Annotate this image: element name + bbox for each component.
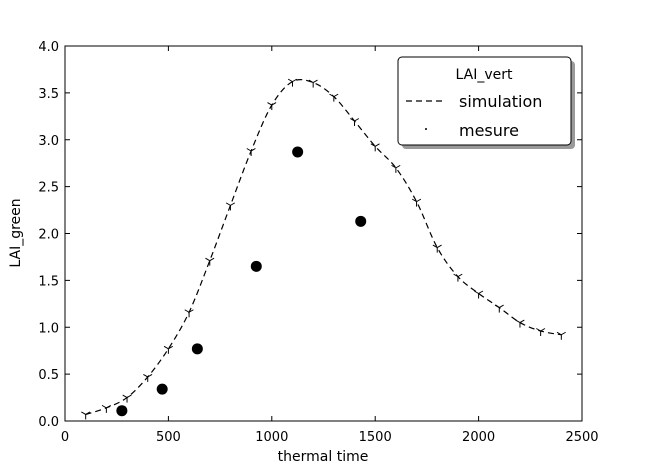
plot-frame <box>64 45 583 422</box>
simulation-marker <box>349 118 360 126</box>
y-axis-label: LAI_green <box>8 198 24 267</box>
simulation-marker <box>370 143 380 152</box>
x-axis-label: thermal time <box>278 449 369 465</box>
y-tick-label: 0.5 <box>38 368 59 383</box>
mesure-point <box>191 343 203 355</box>
y-tick-label: 4.0 <box>38 40 59 55</box>
legend-simulation-label: simulation <box>459 92 542 111</box>
y-tick-label: 0.0 <box>38 415 59 430</box>
simulation-marker <box>556 331 566 340</box>
simulation-marker <box>329 93 339 102</box>
simulation-marker <box>163 345 173 354</box>
y-tick-label: 2.0 <box>38 228 59 243</box>
legend-box <box>397 56 572 146</box>
y-tick-label: 1.0 <box>38 321 59 336</box>
y-axis-ticks: 0.0 0.5 1.0 1.5 2.0 2.5 3.0 3.5 4.0 <box>38 40 582 430</box>
x-tick-label: 2500 <box>565 430 598 445</box>
simulation-marker <box>536 328 546 336</box>
simulation-marker <box>453 273 463 282</box>
simulation-marker <box>287 78 298 87</box>
x-axis-ticks: 0 500 1000 1500 2000 2500 <box>61 46 599 445</box>
simulation-marker <box>81 411 91 420</box>
mesure-point <box>250 260 262 272</box>
simulation-marker <box>411 198 422 207</box>
mesure-point <box>355 215 367 227</box>
simulation-marker <box>391 164 401 173</box>
x-tick-label: 0 <box>61 430 69 445</box>
legend-title: LAI_vert <box>456 67 513 83</box>
mesure-point <box>116 405 128 417</box>
y-tick-label: 3.5 <box>38 87 59 102</box>
legend: LAI_vert simulation mesure <box>397 56 575 149</box>
simulation-marker <box>205 257 215 266</box>
simulation-marker <box>246 148 256 156</box>
simulation-marker <box>308 79 318 88</box>
x-tick-label: 2000 <box>462 430 495 445</box>
simulation-marker <box>184 309 194 318</box>
simulation-marker <box>515 319 525 328</box>
series-layer <box>81 78 566 420</box>
simulation-marker <box>474 290 484 299</box>
x-tick-label: 500 <box>156 430 181 445</box>
mesure-point <box>292 146 304 158</box>
simulation-marker <box>432 244 442 253</box>
x-tick-label: 1000 <box>255 430 288 445</box>
y-tick-label: 1.5 <box>38 274 59 289</box>
y-tick-label: 3.0 <box>38 134 59 149</box>
simulation-marker <box>122 394 132 403</box>
simulation-marker <box>494 304 504 313</box>
x-tick-label: 1500 <box>359 430 392 445</box>
simulation-marker <box>101 404 111 413</box>
mesure-point <box>156 383 168 395</box>
simulation-marker <box>225 202 236 211</box>
simulation-marker <box>267 102 277 111</box>
legend-mesure-swatch <box>425 128 427 130</box>
simulation-line <box>85 79 562 416</box>
simulation-marker <box>143 374 153 382</box>
legend-mesure-label: mesure <box>459 121 519 140</box>
y-tick-label: 2.5 <box>38 181 59 196</box>
